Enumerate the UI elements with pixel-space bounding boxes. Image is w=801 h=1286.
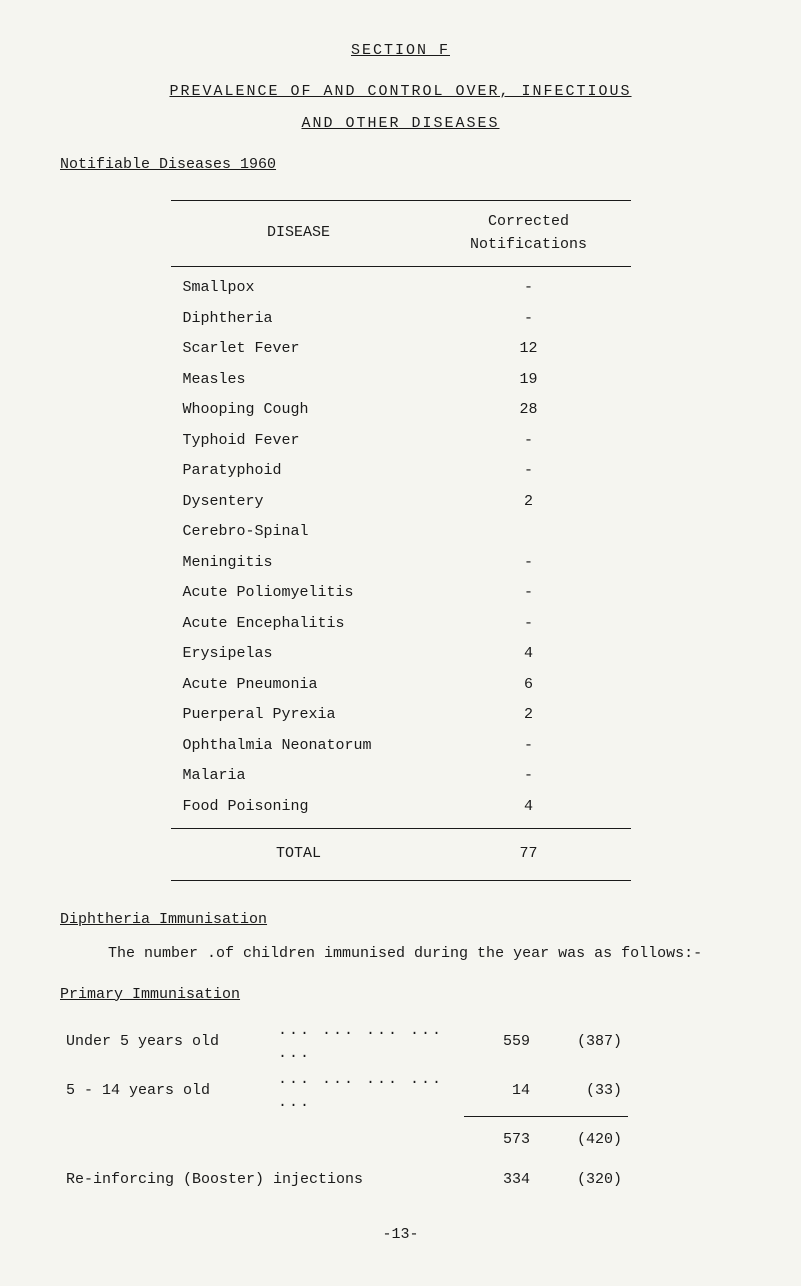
disease-name: Cerebro-Spinal (171, 517, 427, 548)
disease-name: Paratyphoid (171, 456, 427, 487)
disease-name: Acute Poliomyelitis (171, 578, 427, 609)
disease-value: 2 (427, 700, 631, 731)
disease-name: Erysipelas (171, 639, 427, 670)
disease-value: - (427, 456, 631, 487)
subtotal-num: 573 (464, 1127, 536, 1154)
subtitle-line-2: AND OTHER DISEASES (60, 113, 741, 136)
disease-table: DISEASE Corrected Notifications Smallpox… (171, 200, 631, 881)
disease-name: Dysentery (171, 487, 427, 518)
imm-label: 5 - 14 years old (60, 1067, 272, 1116)
reinforcing-num: 334 (464, 1167, 536, 1194)
imm-label: Under 5 years old (60, 1018, 272, 1067)
immunisation-table: Under 5 years old... ... ... ... ...559(… (60, 1018, 628, 1194)
disease-value: 28 (427, 395, 631, 426)
disease-name: Acute Pneumonia (171, 670, 427, 701)
diphtheria-heading: Diphtheria Immunisation (60, 909, 741, 932)
disease-value: - (427, 578, 631, 609)
imm-dots: ... ... ... ... ... (272, 1067, 464, 1116)
disease-name: Diphtheria (171, 304, 427, 335)
disease-name: Puerperal Pyrexia (171, 700, 427, 731)
total-value: 77 (427, 829, 631, 881)
subtotal-paren: (420) (536, 1127, 628, 1154)
disease-value: - (427, 609, 631, 640)
disease-value (427, 517, 631, 548)
disease-name: Smallpox (171, 267, 427, 304)
disease-value: 4 (427, 792, 631, 829)
disease-name: Malaria (171, 761, 427, 792)
disease-name: Measles (171, 365, 427, 396)
disease-value: 6 (427, 670, 631, 701)
reinforcing-paren: (320) (536, 1167, 628, 1194)
disease-value: 2 (427, 487, 631, 518)
disease-value: - (427, 761, 631, 792)
disease-value: - (427, 548, 631, 579)
paragraph: The number .of children immunised during… (60, 943, 741, 966)
disease-name: Ophthalmia Neonatorum (171, 731, 427, 762)
section-title: SECTION F (60, 40, 741, 63)
page-number: -13- (60, 1224, 741, 1247)
disease-name: Whooping Cough (171, 395, 427, 426)
disease-name: Food Poisoning (171, 792, 427, 829)
disease-name: Scarlet Fever (171, 334, 427, 365)
disease-value: 12 (427, 334, 631, 365)
subtitle-line-1: PREVALENCE OF AND CONTROL OVER, INFECTIO… (60, 81, 741, 104)
disease-value: - (427, 731, 631, 762)
disease-name: Meningitis (171, 548, 427, 579)
disease-value: 19 (427, 365, 631, 396)
disease-value: - (427, 426, 631, 457)
imm-num: 559 (464, 1018, 536, 1067)
imm-dots: ... ... ... ... ... (272, 1018, 464, 1067)
header-disease: DISEASE (171, 201, 427, 267)
header-notifications: Corrected Notifications (427, 201, 631, 267)
imm-paren: (387) (536, 1018, 628, 1067)
disease-name: Typhoid Fever (171, 426, 427, 457)
imm-paren: (33) (536, 1067, 628, 1116)
total-label: TOTAL (171, 829, 427, 881)
primary-heading: Primary Immunisation (60, 984, 741, 1007)
disease-value: - (427, 304, 631, 335)
notifiable-heading: Notifiable Diseases 1960 (60, 154, 741, 177)
disease-name: Acute Encephalitis (171, 609, 427, 640)
imm-num: 14 (464, 1067, 536, 1116)
disease-value: - (427, 267, 631, 304)
reinforcing-label: Re-inforcing (Booster) injections (60, 1167, 464, 1194)
disease-value: 4 (427, 639, 631, 670)
